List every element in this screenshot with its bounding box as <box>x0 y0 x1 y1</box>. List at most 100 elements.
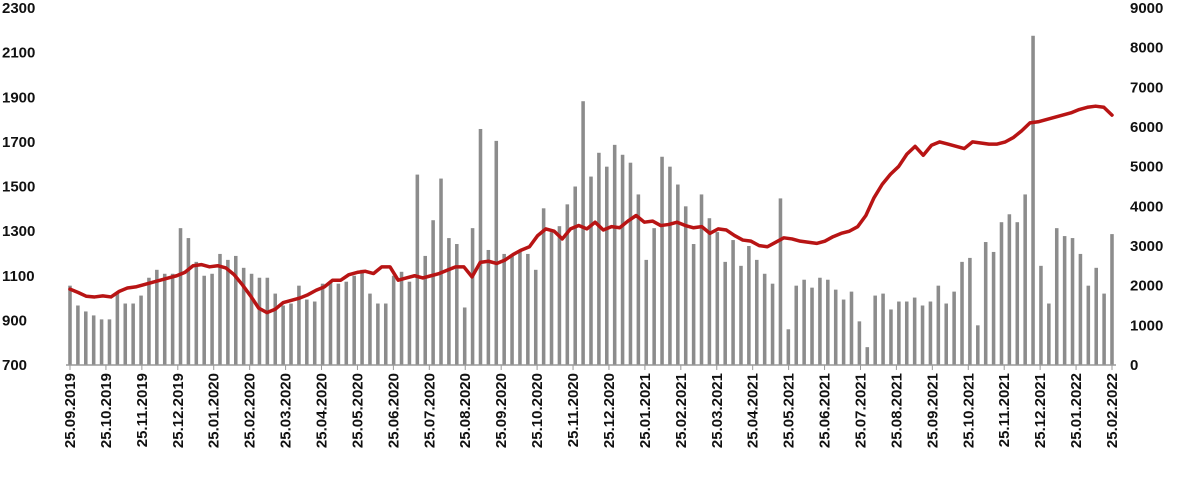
bar <box>1110 234 1114 365</box>
x-axis-tick-label: 25.12.2020 <box>601 373 618 448</box>
bar <box>762 273 767 365</box>
bar <box>76 305 80 365</box>
right-axis-tick-label: 8000 <box>1130 40 1163 57</box>
bar <box>652 228 656 365</box>
right-axis-tick-label: 2000 <box>1130 278 1163 295</box>
bar <box>415 174 420 365</box>
x-axis-tick-label: 25.05.2021 <box>781 373 798 448</box>
bar <box>478 128 483 365</box>
bar <box>581 101 585 365</box>
bar <box>257 277 262 365</box>
x-axis-tick-label: 25.10.2021 <box>960 373 977 448</box>
x-axis-tick-label: 25.10.2019 <box>98 373 115 448</box>
bar <box>857 321 862 365</box>
left-y-axis-ticks: 700 900 1100 1300 1500 1700 1900 2100 2300 <box>2 0 35 374</box>
bar <box>344 281 349 365</box>
bar <box>620 154 625 365</box>
bar <box>178 228 183 365</box>
bar <box>612 144 617 365</box>
right-axis-tick-label: 3000 <box>1130 238 1163 255</box>
line-series-layer <box>68 104 1114 315</box>
left-axis-tick-label: 1900 <box>2 89 35 106</box>
bar <box>810 287 814 365</box>
right-axis-tick-label: 6000 <box>1130 119 1163 136</box>
bar <box>1007 214 1012 365</box>
bar <box>755 259 759 365</box>
bar <box>573 186 577 365</box>
line-series <box>68 104 1114 315</box>
x-axis-tick-label: 25.09.2020 <box>493 373 510 448</box>
bar <box>383 303 388 365</box>
bar <box>1062 236 1067 365</box>
x-axis-tick-label: 25.08.2020 <box>457 373 474 448</box>
bar <box>802 279 806 365</box>
bar <box>281 305 285 365</box>
bar <box>139 295 143 365</box>
bar <box>241 267 246 365</box>
bar <box>486 249 491 365</box>
bar <box>518 249 522 365</box>
bar <box>68 285 72 365</box>
bar <box>391 275 396 365</box>
x-axis-tick-label: 25.01.2022 <box>1068 373 1085 448</box>
bar <box>423 255 427 365</box>
left-axis-tick-label: 700 <box>2 357 27 374</box>
bar <box>960 261 964 365</box>
bar <box>747 246 751 365</box>
bar <box>1015 222 1020 365</box>
bar <box>668 166 672 365</box>
bar <box>928 301 933 365</box>
bar <box>865 347 870 365</box>
bar <box>849 291 854 365</box>
x-axis-tick-label: 25.11.2020 <box>565 373 582 447</box>
bar <box>881 293 885 365</box>
bar <box>683 206 688 365</box>
x-axis-tick-label: 25.01.2021 <box>637 373 654 448</box>
left-axis-tick-label: 1700 <box>2 134 35 151</box>
bar <box>968 257 972 365</box>
bar <box>376 303 380 365</box>
bar <box>194 261 199 365</box>
x-axis-tick-label: 25.12.2021 <box>1032 373 1049 448</box>
x-axis-tick-label: 25.04.2020 <box>314 373 331 448</box>
bar <box>873 295 877 365</box>
right-y-axis-ticks: 0 1000 2000 3000 4000 5000 6000 7000 8000 9000 <box>1130 0 1163 374</box>
bar <box>249 273 254 365</box>
x-axis-tick-label: 25.11.2019 <box>134 373 151 447</box>
x-axis-tick-label: 25.04.2021 <box>745 373 762 448</box>
bar <box>991 251 996 365</box>
bar <box>644 259 649 365</box>
bar <box>707 218 712 365</box>
bar <box>889 309 893 365</box>
bar <box>226 259 230 365</box>
bar <box>1047 303 1051 365</box>
bar <box>1054 228 1059 365</box>
x-axis-tick-label: 25.03.2021 <box>709 373 726 448</box>
x-axis-ticks: 25.09.2019 25.10.2019 25.11.2019 25.12.2019… <box>62 365 1121 448</box>
bar <box>123 303 128 365</box>
bar <box>778 198 783 365</box>
bar <box>462 307 467 365</box>
left-axis-tick-label: 1500 <box>2 179 35 196</box>
bar <box>826 279 830 365</box>
bar <box>605 166 609 365</box>
bar <box>976 325 980 365</box>
bar <box>597 152 601 365</box>
x-axis-tick-label: 25.08.2021 <box>888 373 905 448</box>
bar <box>952 291 956 365</box>
x-axis-tick-label: 25.09.2021 <box>924 373 941 448</box>
bar <box>407 281 412 365</box>
bar <box>312 301 317 365</box>
bar <box>202 275 206 365</box>
x-axis-tick-label: 25.10.2020 <box>529 373 546 448</box>
bar <box>336 283 341 365</box>
bar <box>1023 194 1027 365</box>
bar <box>526 253 530 365</box>
bar <box>944 303 948 365</box>
right-axis-tick-label: 7000 <box>1130 79 1163 96</box>
left-axis-tick-label: 1100 <box>2 268 35 285</box>
bar <box>234 255 238 365</box>
bar <box>676 184 680 365</box>
